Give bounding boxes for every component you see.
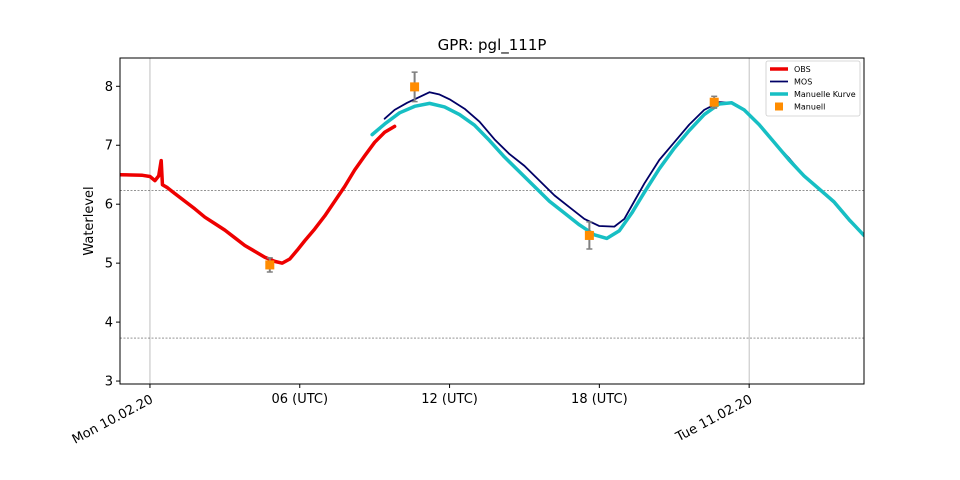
plot-frame (119, 57, 865, 385)
manual-point-3 (709, 95, 719, 109)
series-line-obs (120, 124, 397, 265)
legend-box (765, 60, 861, 117)
series-group (120, 71, 864, 273)
y-tick-label-1: 4 (105, 316, 113, 331)
y-tick-label-5: 8 (105, 80, 113, 95)
legend-label-3: Manuell (794, 103, 825, 112)
plot-area: 3 4 5 6 7 8 Mon 10.02.20 06 (UTC) 12 (UTC) 18 (UT… (70, 57, 865, 448)
legend-swatch-3 (775, 102, 783, 111)
manual-marker (709, 97, 719, 107)
x-tick-label-4: Tue 11.02.20 (673, 392, 755, 445)
y-tick-label-3: 6 (105, 198, 113, 213)
chart-title: GPR: pgl_111P (438, 36, 547, 55)
legend: OBS MOS Manuelle Kurve Manuell (765, 60, 861, 117)
x-tick-label-0: Mon 10.02.20 (70, 392, 156, 447)
manual-marker (410, 82, 420, 92)
series-line-manuelle-kurve (370, 101, 864, 241)
y-tick-label-2: 5 (105, 257, 113, 272)
legend-label-2: Manuelle Kurve (794, 90, 856, 99)
manual-point-2 (584, 221, 594, 250)
legend-label-0: OBS (794, 65, 811, 74)
manual-point-1 (410, 71, 420, 103)
legend-label-1: MOS (794, 78, 812, 87)
x-tick-label-3: 18 (UTC) (571, 392, 628, 407)
y-tick-label-4: 7 (105, 139, 113, 154)
manual-marker (265, 260, 275, 270)
x-tick-label-2: 12 (UTC) (421, 392, 478, 407)
manual-point-0 (265, 257, 275, 273)
manual-marker (584, 230, 594, 240)
y-axis-label: Waterlevel (82, 186, 97, 255)
x-tick-label-1: 06 (UTC) (271, 392, 328, 407)
y-tick-label-0: 3 (105, 375, 113, 390)
